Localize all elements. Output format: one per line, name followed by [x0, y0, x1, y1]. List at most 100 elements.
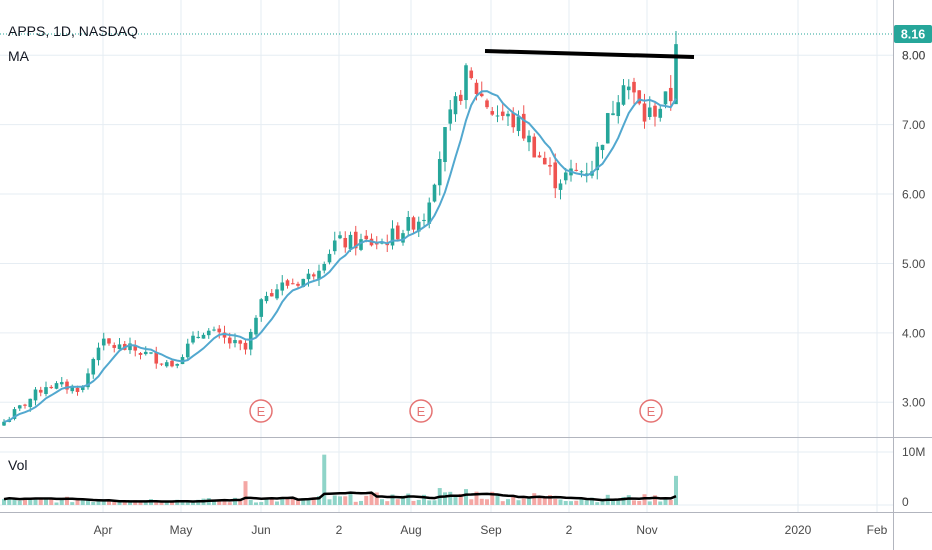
time-axis[interactable]: Apr May Jun 2 Aug Sep 2 Nov 2020 Feb	[94, 523, 888, 537]
volume-bar	[395, 499, 400, 505]
candle	[338, 231, 342, 240]
volume-bar	[563, 501, 568, 505]
candle	[275, 284, 279, 301]
volume-bar	[427, 500, 432, 505]
candle	[537, 151, 542, 158]
volume-bar	[70, 502, 75, 505]
volume-bar	[521, 498, 526, 505]
price-tick-label: 4.00	[902, 326, 926, 340]
volume-bar	[327, 499, 332, 505]
earnings-marker[interactable]: E	[249, 399, 273, 423]
volume-axis[interactable]: 10M 0	[902, 445, 925, 509]
grid-lines	[0, 0, 893, 512]
volume-bar	[500, 501, 505, 505]
ma-legend[interactable]: MA	[8, 48, 30, 64]
candle	[674, 30, 678, 105]
volume-bar	[642, 494, 647, 505]
volume-bar	[542, 497, 547, 505]
volume-bar	[579, 499, 584, 505]
volume-bar	[185, 500, 190, 505]
candle	[395, 222, 400, 242]
volume-bar	[432, 500, 437, 505]
volume-bar	[532, 493, 537, 505]
volume-bar	[474, 491, 479, 505]
candle	[500, 103, 505, 121]
volume-bar	[191, 502, 195, 505]
volume-bar	[44, 498, 48, 505]
volume-bar	[506, 499, 510, 505]
volume-moving-average	[3, 491, 677, 503]
volume-legend[interactable]: Vol	[8, 457, 27, 473]
candle	[653, 101, 657, 127]
volume-bar	[259, 502, 264, 505]
volume-bar	[180, 501, 185, 505]
candle	[406, 210, 411, 236]
volume-bar	[553, 498, 558, 505]
candle	[458, 90, 463, 105]
candle	[626, 79, 631, 100]
ma-line	[3, 90, 677, 423]
volume-bar	[12, 499, 17, 505]
candle	[532, 133, 537, 158]
price-tick-label: 8.00	[902, 49, 926, 63]
volume-bar	[374, 492, 379, 505]
candle	[23, 403, 27, 409]
volume-bar	[621, 496, 626, 505]
candle	[521, 105, 526, 141]
volume-bar	[343, 496, 348, 505]
candle	[490, 106, 495, 116]
price-axis[interactable]: 3.004.005.006.007.008.008.00	[902, 49, 926, 410]
volume-bar	[569, 501, 573, 505]
time-tick-label: 2	[336, 523, 343, 537]
volume-bar	[590, 497, 594, 505]
candle	[269, 288, 274, 297]
volume-bar	[332, 495, 337, 505]
volume-bar	[584, 500, 589, 505]
volume-bar	[469, 499, 474, 505]
candle	[411, 215, 416, 235]
candle	[12, 407, 17, 421]
candle	[553, 153, 558, 199]
candle	[59, 377, 64, 387]
volume-bar	[280, 497, 285, 505]
candle	[343, 231, 348, 253]
price-moving-average	[3, 90, 677, 423]
volume-bar	[401, 495, 405, 505]
candle	[91, 357, 96, 379]
volume-bar	[611, 499, 615, 505]
volume-bar	[637, 500, 642, 505]
candle	[112, 342, 117, 353]
time-tick-label: 2	[566, 523, 573, 537]
volume-bar	[338, 496, 342, 505]
candle	[611, 100, 615, 116]
volume-bar	[369, 492, 374, 505]
symbol-title[interactable]: APPS, 1D, NASDAQ	[8, 23, 138, 39]
earnings-marker[interactable]: E	[409, 399, 433, 423]
volume-bar	[385, 501, 390, 505]
candle	[574, 162, 579, 172]
candle	[332, 231, 337, 255]
volume-bar	[49, 499, 54, 505]
candle	[542, 151, 547, 165]
volume-bar	[217, 500, 222, 505]
candle	[448, 99, 453, 131]
volume-bar	[248, 500, 253, 505]
volume-bar	[296, 500, 300, 505]
volume-bar	[322, 454, 327, 505]
earnings-marker[interactable]: E	[639, 399, 663, 423]
candle	[637, 90, 642, 106]
volume-bar	[33, 497, 38, 505]
volume-bar	[233, 497, 237, 505]
volume-bar	[453, 495, 458, 505]
candle	[479, 81, 484, 98]
volume-bar	[537, 496, 542, 505]
price-candles	[2, 30, 678, 427]
resistance-line	[484, 49, 695, 59]
candle	[558, 179, 563, 200]
candle	[175, 363, 180, 369]
candle	[511, 107, 516, 133]
volume-bar	[227, 502, 232, 505]
candle	[390, 220, 395, 250]
